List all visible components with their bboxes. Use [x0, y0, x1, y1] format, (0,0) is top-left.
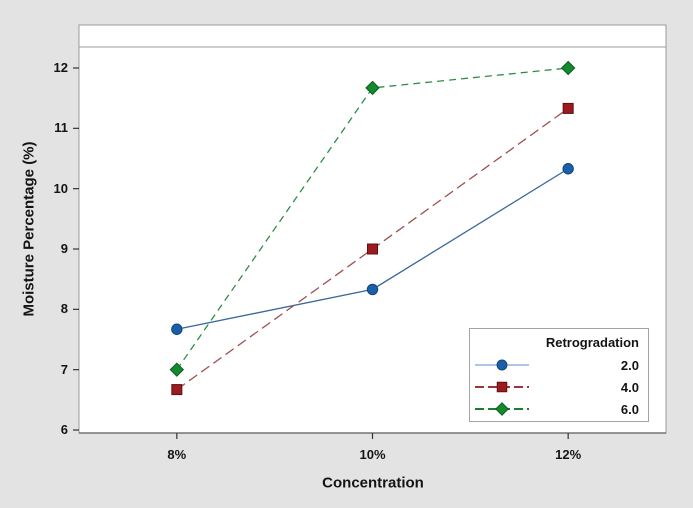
legend-item-2.0: 2.0: [470, 354, 648, 376]
x-tick-label: 10%: [359, 447, 386, 462]
y-tick-label: 6: [60, 422, 68, 437]
data-point-square: [367, 243, 378, 255]
legend-label-4.0: 4.0: [620, 379, 639, 395]
x-axis-title: Concentration: [322, 474, 424, 492]
series-4.0: [171, 102, 574, 396]
data-point-circle: [496, 359, 508, 371]
legend-rows: 2.0 4.0 6.0: [470, 354, 648, 420]
legend-sample-4.0: [475, 381, 529, 393]
legend-sample-2.0: [475, 359, 529, 371]
legend-title: Retrogradation: [545, 335, 639, 350]
data-point-diamond: [365, 80, 380, 96]
legend-item-4.0: 4.0: [470, 376, 648, 398]
legend: Retrogradation 2.0 4.0 6.0: [469, 328, 649, 422]
data-point-circle: [171, 323, 183, 335]
data-point-circle: [366, 283, 379, 296]
x-tick-label: 8%: [167, 447, 187, 462]
y-tick-label: 11: [54, 120, 68, 136]
y-tick-label: 8: [60, 301, 68, 317]
y-tick-label: 7: [60, 361, 68, 377]
data-point-diamond: [495, 402, 509, 416]
data-point-square: [562, 102, 574, 114]
series-2.0: [171, 163, 574, 335]
series-line-6.0: [176, 67, 569, 371]
y-tick-label: 9: [60, 241, 68, 256]
data-point-diamond: [560, 60, 576, 76]
data-point-circle: [562, 163, 574, 175]
data-point-square: [171, 384, 183, 396]
y-tick-label: 12: [53, 60, 68, 75]
y-axis-title: Moisture Percentage (%): [20, 141, 38, 317]
data-point-square: [496, 381, 508, 393]
x-tick-label: 12%: [555, 447, 582, 462]
y-tick-label: 10: [53, 180, 68, 196]
series-6.0: [169, 60, 576, 377]
data-point-diamond: [169, 362, 185, 377]
legend-label-2.0: 2.0: [620, 357, 639, 373]
legend-label-6.0: 6.0: [620, 401, 639, 417]
legend-item-6.0: 6.0: [470, 398, 648, 420]
legend-sample-6.0: [475, 402, 529, 416]
